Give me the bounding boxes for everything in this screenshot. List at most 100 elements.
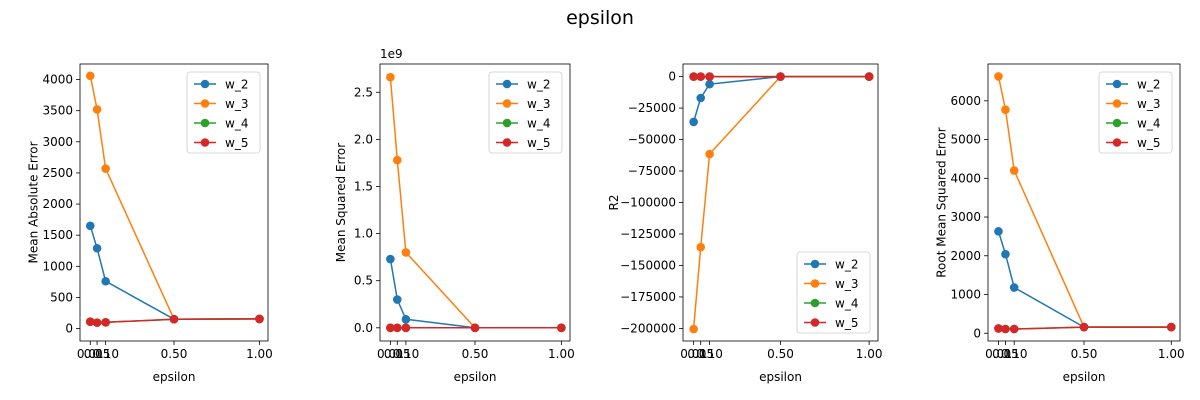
x-axis-label: epsilon xyxy=(153,370,196,384)
data-point-w-5 xyxy=(864,72,874,81)
y-tick-label: 1.5 xyxy=(354,179,373,193)
x-tick-label: 0.10 xyxy=(1001,347,1028,361)
data-point-w-5 xyxy=(1009,324,1019,334)
legend-box xyxy=(796,251,871,334)
legend-label: w_2 xyxy=(835,258,858,272)
data-point-w-3 xyxy=(696,242,706,252)
data-point-w-3 xyxy=(1009,166,1019,175)
data-point-w-5 xyxy=(101,318,110,327)
data-point-w-2 xyxy=(392,295,402,304)
x-tick-label: 0.01 xyxy=(680,347,707,361)
subplot-3: 0.010.050.10 0.50 1.00 0 −25000 −50000 −75000 −… xyxy=(607,63,882,384)
y-tick-label: 2000 xyxy=(42,197,73,211)
y-tick-label: −175000 xyxy=(620,290,676,304)
legend-marker xyxy=(502,138,512,147)
x-tick-label: 0.10 xyxy=(696,347,723,361)
legend-marker xyxy=(200,79,210,89)
legend: w_2 w_3 w_4 w_5 xyxy=(1098,71,1173,154)
data-point-w-3 xyxy=(392,155,402,165)
data-point-w-2 xyxy=(386,254,395,264)
data-point-w-5 xyxy=(386,323,395,333)
data-point-w-5 xyxy=(169,314,179,324)
y-axis-label: R2 xyxy=(607,195,621,211)
data-point-w-3 xyxy=(994,72,1003,81)
x-axis-label: epsilon xyxy=(759,370,802,384)
data-point-w-2 xyxy=(1001,249,1010,259)
y-tick-label: 0 xyxy=(65,322,73,336)
data-point-w-5 xyxy=(994,324,1003,333)
legend-marker xyxy=(200,99,210,108)
legend-marker xyxy=(1112,118,1122,128)
data-point-w-5 xyxy=(85,317,95,327)
legend-label: w_5 xyxy=(1137,136,1160,150)
legend-marker xyxy=(810,318,820,327)
y-tick-label: −25000 xyxy=(628,101,676,115)
legend-marker xyxy=(502,118,512,128)
data-point-w-2 xyxy=(689,117,698,127)
legend-label: w_4 xyxy=(1137,117,1160,131)
data-point-w-3 xyxy=(689,324,698,334)
x-tick-label: 0.01 xyxy=(77,347,104,361)
data-point-w-2 xyxy=(1009,283,1019,292)
legend-marker xyxy=(810,279,820,288)
x-tick-label: 0.05 xyxy=(384,347,411,361)
legend-label: w_5 xyxy=(225,136,248,150)
legend-label: w_3 xyxy=(1137,97,1160,111)
legend-marker xyxy=(200,118,210,128)
data-point-w-5 xyxy=(696,72,706,81)
data-point-w-5 xyxy=(705,72,714,81)
y-tick-label: 6000 xyxy=(950,94,981,108)
data-point-w-3 xyxy=(705,149,714,159)
subplots: 0.010.050.10 0.50 1.0005001000150020002500… xyxy=(27,47,1185,384)
legend-marker xyxy=(502,79,512,89)
y-tick-label: −75000 xyxy=(628,164,676,178)
legend-marker xyxy=(1112,79,1122,89)
subplot-4: 0.010.050.10 0.50 1.00 0 1000 2000 3000 4000 500… xyxy=(935,63,1185,384)
data-point-w-5 xyxy=(1166,322,1176,332)
x-tick-label: 0.10 xyxy=(92,347,119,361)
data-point-w-3 xyxy=(85,71,95,81)
x-axis-label: epsilon xyxy=(454,370,497,384)
y-tick-label: 1000 xyxy=(42,259,73,273)
y-axis-label: Root Mean Squared Error xyxy=(935,127,949,278)
y-axis-label: Mean Squared Error xyxy=(334,143,348,263)
data-point-w-2 xyxy=(92,243,102,253)
y-tick-label: 2000 xyxy=(950,249,981,263)
data-point-w-3 xyxy=(92,105,102,114)
legend-label: w_5 xyxy=(527,136,550,150)
y-tick-label: 2.0 xyxy=(354,132,373,146)
x-tick-label: 1.00 xyxy=(548,347,575,361)
legend-label: w_2 xyxy=(527,78,550,92)
subplot-1: 0.010.050.10 0.50 1.00 0 500 1000 1500 2000 2500… xyxy=(27,63,273,384)
data-point-w-3 xyxy=(1001,105,1010,115)
y-tick-label: −50000 xyxy=(628,133,676,147)
legend-marker xyxy=(1112,99,1122,108)
y-tick-label: 1.0 xyxy=(354,227,373,241)
data-point-w-2 xyxy=(994,227,1003,236)
x-tick-label: 0.10 xyxy=(393,347,420,361)
legend-label: w_4 xyxy=(835,297,858,311)
x-axis-label: epsilon xyxy=(1063,370,1106,384)
y-axis-label: Mean Absolute Error xyxy=(27,141,41,263)
subplot-2: 0.010.050.10 0.50 1.00 0.0 0.5 1.0 1.5 2.0 2.5 ep… xyxy=(334,47,575,384)
y-tick-label: −100000 xyxy=(620,196,676,210)
x-tick-label: 0.05 xyxy=(992,347,1019,361)
data-point-w-5 xyxy=(470,323,480,333)
y-tick-label: 1500 xyxy=(42,228,73,242)
data-point-w-5 xyxy=(1001,324,1010,334)
legend-label: w_4 xyxy=(225,117,248,131)
y-tick-label: 3500 xyxy=(42,104,73,118)
data-point-w-5 xyxy=(392,323,402,333)
x-tick-label: 0.05 xyxy=(84,347,111,361)
data-point-w-5 xyxy=(557,323,566,333)
legend-marker xyxy=(502,99,512,108)
y-tick-label: 0.5 xyxy=(354,274,373,288)
x-tick-label: 0.50 xyxy=(1071,347,1098,361)
y-tick-label: 3000 xyxy=(42,135,73,149)
y-tick-label: 5000 xyxy=(950,133,981,147)
y-tick-label: 2500 xyxy=(42,166,73,180)
x-tick-label: 0.01 xyxy=(377,347,404,361)
x-tick-label: 0.50 xyxy=(161,347,188,361)
x-tick-label: 0.50 xyxy=(462,347,489,361)
